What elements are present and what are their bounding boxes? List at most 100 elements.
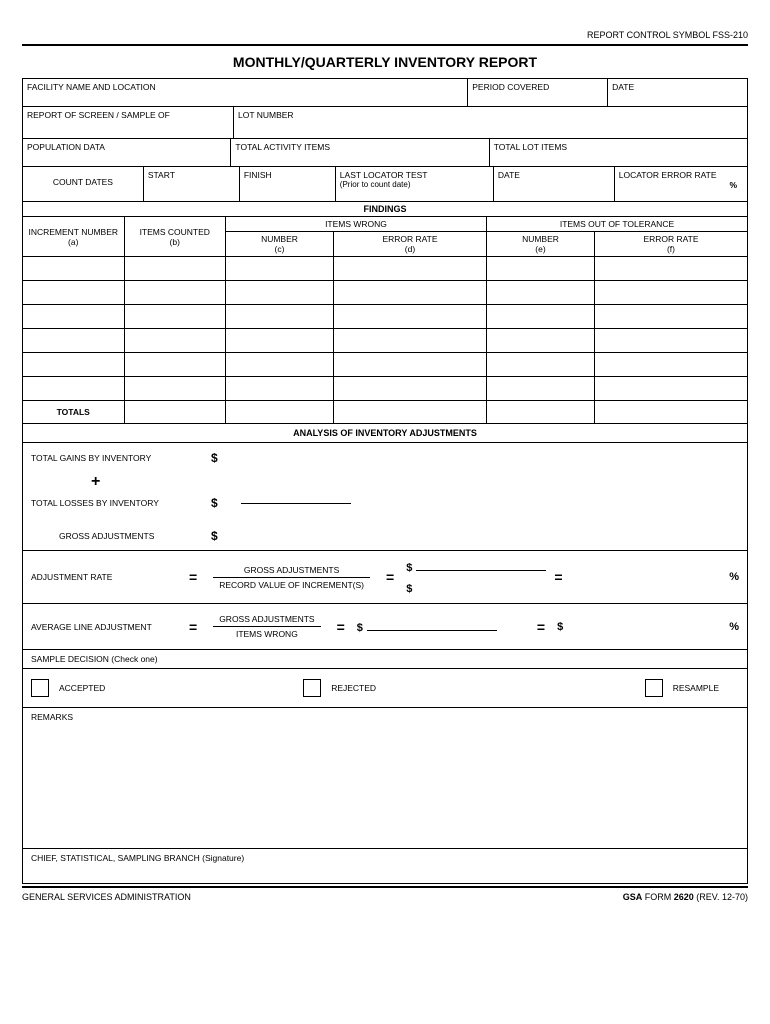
frac-top2: GROSS ADJUSTMENTS bbox=[213, 612, 320, 626]
pct2: % bbox=[729, 621, 739, 633]
table-cell[interactable] bbox=[226, 305, 334, 329]
field-count-dates: COUNT DATES bbox=[23, 167, 144, 201]
sample-header: SAMPLE DECISION (Check one) bbox=[22, 650, 748, 669]
eq6: = bbox=[537, 619, 545, 635]
row-gross-adj: GROSS ADJUSTMENTS $ bbox=[22, 521, 748, 551]
field-lot-number[interactable]: LOT NUMBER bbox=[234, 107, 747, 138]
footer-form: FORM bbox=[642, 892, 674, 902]
table-cell[interactable] bbox=[334, 257, 487, 281]
table-cell[interactable] bbox=[124, 281, 226, 305]
table-cell[interactable] bbox=[486, 353, 594, 377]
footer-gsa: GSA bbox=[623, 892, 643, 902]
dollar-losses: $ bbox=[211, 496, 241, 510]
d2: $ bbox=[406, 583, 412, 595]
dollar-gains: $ bbox=[211, 451, 241, 465]
d1: $ bbox=[406, 562, 412, 574]
analysis-header: ANALYSIS OF INVENTORY ADJUSTMENTS bbox=[22, 424, 748, 443]
totals-f[interactable] bbox=[594, 401, 747, 424]
table-cell[interactable] bbox=[23, 353, 125, 377]
top-rule bbox=[22, 44, 748, 46]
row-total-gains: TOTAL GAINS BY INVENTORY $ bbox=[22, 443, 748, 473]
label-avg-line: AVERAGE LINE ADJUSTMENT bbox=[31, 622, 181, 632]
table-cell[interactable] bbox=[594, 377, 747, 401]
row-count-dates: COUNT DATES START FINISH LAST LOCATOR TE… bbox=[22, 166, 748, 201]
u1[interactable] bbox=[416, 559, 546, 571]
table-cell[interactable] bbox=[594, 281, 747, 305]
last-locator-label: LAST LOCATOR TEST bbox=[340, 170, 489, 180]
locator-error-label: LOCATOR ERROR RATE bbox=[619, 170, 743, 180]
table-cell[interactable] bbox=[334, 281, 487, 305]
table-cell[interactable] bbox=[226, 257, 334, 281]
remarks-field[interactable]: REMARKS bbox=[22, 708, 748, 848]
u3[interactable] bbox=[367, 619, 497, 631]
locator-error-pct: % bbox=[619, 180, 743, 190]
table-cell[interactable] bbox=[124, 329, 226, 353]
field-period[interactable]: PERIOD COVERED bbox=[468, 79, 608, 106]
totals-b[interactable] bbox=[124, 401, 226, 424]
signature-field[interactable]: CHIEF, STATISTICAL, SAMPLING BRANCH (Sig… bbox=[22, 848, 748, 884]
frac-bot2: ITEMS WRONG bbox=[230, 627, 304, 641]
field-date2[interactable]: DATE bbox=[494, 167, 615, 201]
plus-icon: + bbox=[91, 473, 100, 490]
field-start[interactable]: START bbox=[144, 167, 240, 201]
field-locator-error[interactable]: LOCATOR ERROR RATE % bbox=[615, 167, 747, 201]
findings-header: FINDINGS bbox=[22, 201, 748, 216]
table-cell[interactable] bbox=[23, 281, 125, 305]
table-cell[interactable] bbox=[594, 305, 747, 329]
table-cell[interactable] bbox=[226, 281, 334, 305]
table-cell[interactable] bbox=[226, 353, 334, 377]
table-cell[interactable] bbox=[334, 377, 487, 401]
checkbox-rejected[interactable] bbox=[303, 679, 321, 697]
totals-d[interactable] bbox=[334, 401, 487, 424]
table-cell[interactable] bbox=[334, 353, 487, 377]
table-cell[interactable] bbox=[486, 257, 594, 281]
table-cell[interactable] bbox=[594, 257, 747, 281]
field-finish[interactable]: FINISH bbox=[240, 167, 336, 201]
checkbox-resample[interactable] bbox=[645, 679, 663, 697]
table-cell[interactable] bbox=[23, 329, 125, 353]
table-cell[interactable] bbox=[124, 257, 226, 281]
field-last-locator[interactable]: LAST LOCATOR TEST (Prior to count date) bbox=[336, 167, 494, 201]
table-cell[interactable] bbox=[334, 329, 487, 353]
table-cell[interactable] bbox=[226, 329, 334, 353]
table-cell[interactable] bbox=[124, 305, 226, 329]
col-error-f: ERROR RATE bbox=[643, 234, 698, 244]
label-total-losses: TOTAL LOSSES BY INVENTORY bbox=[31, 498, 211, 508]
table-cell[interactable] bbox=[23, 305, 125, 329]
eq5: = bbox=[337, 619, 345, 635]
table-cell[interactable] bbox=[594, 329, 747, 353]
table-cell[interactable] bbox=[486, 305, 594, 329]
field-facility[interactable]: FACILITY NAME AND LOCATION bbox=[23, 79, 468, 106]
table-cell[interactable] bbox=[124, 377, 226, 401]
table-cell[interactable] bbox=[23, 257, 125, 281]
row-plus: + bbox=[22, 473, 748, 491]
table-cell[interactable] bbox=[486, 329, 594, 353]
table-cell[interactable] bbox=[23, 377, 125, 401]
u2[interactable] bbox=[416, 580, 546, 592]
table-cell[interactable] bbox=[594, 353, 747, 377]
col-b: (b) bbox=[170, 237, 180, 247]
label-rejected: REJECTED bbox=[331, 683, 376, 693]
form-title: MONTHLY/QUARTERLY INVENTORY REPORT bbox=[22, 54, 748, 70]
field-total-lot[interactable]: TOTAL LOT ITEMS bbox=[490, 139, 747, 166]
losses-line[interactable] bbox=[241, 503, 351, 504]
col-number-e: NUMBER bbox=[522, 234, 559, 244]
row-adjustment-rate: ADJUSTMENT RATE = GROSS ADJUSTMENTS RECO… bbox=[22, 551, 748, 604]
table-cell[interactable] bbox=[334, 305, 487, 329]
field-total-activity[interactable]: TOTAL ACTIVITY ITEMS bbox=[231, 139, 489, 166]
table-cell[interactable] bbox=[124, 353, 226, 377]
table-cell[interactable] bbox=[226, 377, 334, 401]
table-cell[interactable] bbox=[486, 377, 594, 401]
label-gross-adj: GROSS ADJUSTMENTS bbox=[31, 531, 211, 541]
row-total-losses: TOTAL LOSSES BY INVENTORY $ bbox=[22, 491, 748, 521]
col-number-c: NUMBER bbox=[261, 234, 298, 244]
totals-c[interactable] bbox=[226, 401, 334, 424]
control-symbol: REPORT CONTROL SYMBOL FSS-210 bbox=[22, 30, 748, 40]
footer-num: 2620 bbox=[674, 892, 694, 902]
field-date[interactable]: DATE bbox=[608, 79, 747, 106]
table-cell[interactable] bbox=[486, 281, 594, 305]
totals-e[interactable] bbox=[486, 401, 594, 424]
checkbox-accepted[interactable] bbox=[31, 679, 49, 697]
field-report-of[interactable]: REPORT OF SCREEN / SAMPLE OF bbox=[23, 107, 234, 138]
sub-e: (e) bbox=[535, 244, 545, 254]
